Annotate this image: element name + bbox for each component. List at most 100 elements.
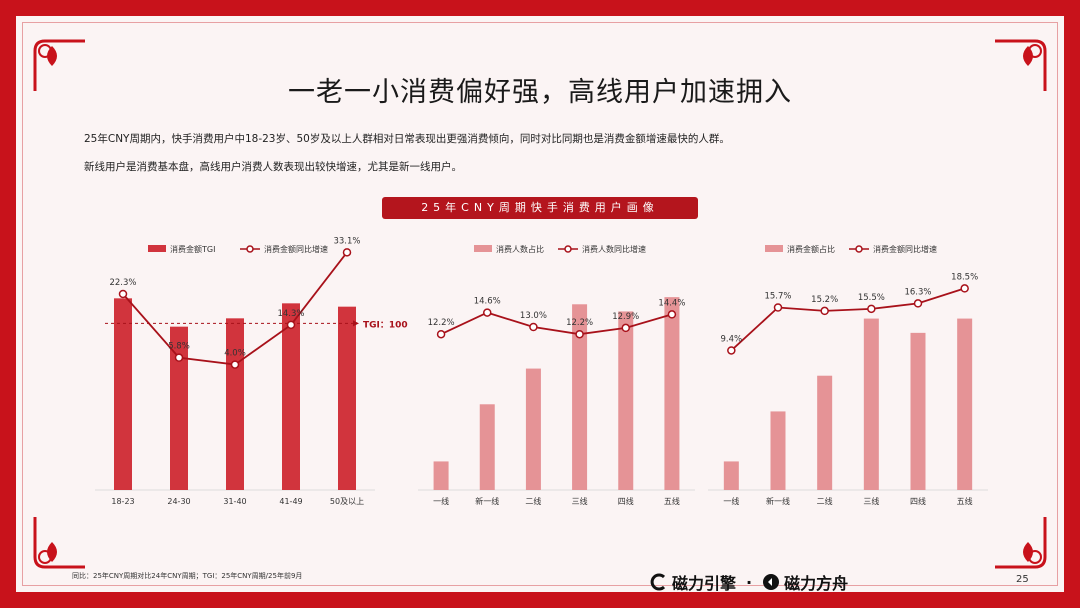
line-point	[230, 360, 240, 369]
data-label: 15.2%	[811, 295, 838, 305]
x-tick-label: 三线	[863, 496, 879, 506]
x-tick-label: 二线	[525, 496, 541, 506]
legend-line-marker	[246, 245, 254, 253]
bar	[226, 318, 244, 490]
legend-label: 消费金额同比增速	[873, 244, 937, 254]
x-tick-label: 一线	[433, 496, 449, 506]
data-label: 18.5%	[951, 272, 978, 282]
x-tick-label: 新一线	[475, 496, 499, 506]
brand-logo: 磁力引擎 · 磁力方舟	[650, 570, 848, 594]
x-tick-label: 二线	[817, 496, 833, 506]
line-point	[867, 304, 876, 314]
corner-ornament-icon	[33, 517, 85, 569]
data-label: 15.5%	[858, 293, 885, 303]
data-label: 12.2%	[428, 318, 455, 328]
x-tick-label: 41-49	[279, 497, 302, 506]
x-tick-label: 新一线	[766, 496, 790, 506]
data-label: 12.2%	[566, 318, 593, 328]
bar	[817, 375, 833, 490]
line-point	[342, 248, 352, 257]
description-line: 25年CNY周期内，快手消费用户中18-23岁、50岁及以上人群相对日常表现出更…	[84, 133, 730, 145]
decorative-border	[22, 22, 1058, 586]
legend-bar-swatch	[765, 245, 783, 252]
data-label: 12.9%	[612, 312, 639, 322]
bar	[723, 461, 739, 490]
page-title: 一老一小消费偏好强，高线用户加速拥入	[288, 77, 792, 108]
x-tick-label: 18-23	[111, 497, 134, 506]
bar	[572, 304, 588, 490]
brand-name-b: 磁力方舟	[784, 574, 849, 593]
bar	[479, 404, 495, 490]
data-label: 14.3%	[277, 309, 304, 319]
page-number: 25	[1016, 574, 1029, 585]
legend-line-marker	[564, 245, 572, 253]
data-label: 14.6%	[474, 297, 501, 307]
line-point	[286, 320, 296, 330]
bar	[525, 368, 541, 490]
data-label: 13.0%	[520, 311, 547, 321]
legend-bar-swatch	[148, 245, 166, 252]
bar	[910, 332, 926, 490]
footnote: 同比：25年CNY周期对比24年CNY周期；TGI：25年CNY周期/25年前9…	[72, 572, 303, 580]
line-point	[174, 353, 184, 362]
bar	[770, 411, 786, 490]
line-point	[727, 346, 736, 355]
bar	[338, 306, 356, 490]
brand-separator: ·	[746, 572, 753, 592]
bar	[114, 298, 132, 490]
line-point	[118, 289, 128, 299]
bar	[957, 318, 973, 490]
legend-line-marker	[855, 245, 863, 253]
line-point	[913, 299, 923, 308]
x-tick-label: 50及以上	[330, 497, 364, 506]
line-point	[529, 322, 538, 332]
legend-bar-swatch	[474, 245, 492, 252]
data-label: 22.3%	[109, 278, 136, 288]
brand-c-icon	[650, 573, 666, 591]
data-label: 16.3%	[904, 287, 931, 297]
legend-label: 消费金额占比	[787, 244, 835, 254]
line-point	[575, 329, 584, 339]
data-label: 4.0%	[224, 349, 246, 359]
legend-label: 消费金额TGI	[170, 244, 215, 254]
section-banner: 25年CNY周期快手消费用户画像	[382, 197, 698, 219]
legend-label: 消费金额同比增速	[264, 244, 328, 254]
line-point	[960, 284, 969, 293]
line-point	[483, 308, 492, 317]
x-tick-label: 一线	[723, 496, 739, 506]
series-line	[730, 287, 965, 352]
corner-ornament-icon	[995, 517, 1047, 569]
line-point	[667, 310, 677, 319]
bar	[618, 311, 634, 490]
bar	[863, 318, 879, 490]
description-line: 新线用户是消费基本盘，高线用户消费人数表现出较快增速，尤其是新一线用户。	[84, 161, 462, 173]
legend-label: 消费人数同比增速	[582, 244, 646, 254]
data-label: 5.8%	[168, 342, 190, 352]
legend-label: 消费人数占比	[496, 244, 544, 254]
corner-ornament-icon	[995, 39, 1047, 91]
line-point	[820, 306, 829, 316]
x-tick-label: 24-30	[167, 497, 190, 506]
data-label: 33.1%	[333, 236, 360, 246]
line-point	[621, 323, 630, 333]
x-tick-label: 五线	[664, 496, 680, 506]
series-line	[440, 311, 673, 336]
bar	[282, 303, 300, 490]
line-point	[773, 303, 783, 312]
reference-arrow	[353, 320, 359, 327]
reference-line-label: TGI：100	[363, 320, 408, 330]
data-label: 9.4%	[721, 334, 743, 344]
data-label: 15.7%	[764, 292, 791, 302]
bar	[664, 297, 680, 490]
x-tick-label: 31-40	[223, 497, 246, 506]
x-tick-label: 五线	[957, 496, 973, 506]
brand-name-a: 磁力引擎	[672, 574, 737, 593]
x-tick-label: 四线	[910, 496, 926, 506]
data-label: 14.4%	[658, 298, 685, 308]
x-tick-label: 三线	[572, 496, 588, 506]
x-tick-label: 四线	[618, 496, 634, 506]
brand-arrow-icon	[763, 574, 780, 590]
line-point	[436, 329, 446, 339]
bar	[170, 326, 188, 490]
